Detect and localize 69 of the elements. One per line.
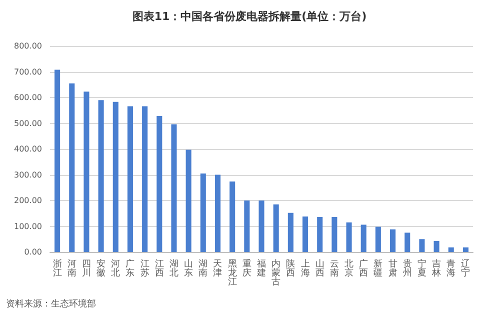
bar — [214, 174, 221, 252]
bar — [112, 102, 118, 252]
x-tick-label: 辽宁 — [461, 258, 470, 278]
y-tick-label: 200.00 — [14, 196, 42, 205]
x-tick-label: 云南 — [330, 260, 339, 278]
x-tick-label: 黑龙江 — [228, 258, 237, 288]
y-tick-label: 100.00 — [14, 222, 42, 231]
bar — [54, 70, 60, 252]
bar — [448, 247, 454, 252]
bar — [360, 224, 366, 252]
bar — [84, 92, 90, 252]
x-tick-label: 吉林 — [431, 258, 442, 278]
bar — [273, 204, 279, 252]
x-tick-label: 重庆 — [242, 258, 252, 278]
x-tick-label: 江苏 — [140, 258, 150, 278]
y-tick-label: 500.00 — [14, 118, 42, 128]
x-tick-label: 内蒙古 — [272, 258, 281, 288]
bar — [258, 200, 264, 252]
bar — [346, 222, 352, 252]
x-tick-label: 甘肃 — [388, 258, 398, 278]
x-tick-label: 上海 — [300, 258, 310, 278]
bar — [462, 247, 468, 252]
bar — [69, 83, 75, 252]
y-tick-label: 400.00 — [14, 144, 42, 154]
bar — [142, 106, 148, 252]
x-tick-label: 湖北 — [169, 258, 178, 278]
bar — [230, 181, 236, 252]
bar — [171, 124, 177, 252]
bar — [434, 240, 440, 252]
x-tick-label: 福建 — [256, 258, 266, 278]
bar — [390, 229, 396, 252]
x-tick-label: 湖南 — [198, 258, 208, 278]
bar — [302, 216, 308, 252]
bar — [127, 106, 133, 252]
chart-title: 图表11：中国各省份废电器拆解量(单位：万台) — [132, 10, 367, 23]
x-tick-label: 安徽 — [96, 258, 106, 278]
x-tick-label: 四川 — [82, 260, 91, 278]
bar — [200, 173, 206, 252]
bar — [317, 216, 323, 252]
bar — [244, 200, 250, 252]
x-tick-label: 陕西 — [286, 258, 296, 278]
y-tick-label: 0.00 — [24, 248, 42, 256]
bar — [156, 116, 162, 252]
x-tick-label: 广西 — [359, 258, 368, 278]
x-tick-label: 山东 — [184, 258, 194, 278]
text: 资料来源：生态环境部 — [6, 298, 96, 310]
x-tick-label: 北京 — [344, 258, 354, 278]
x-tick-label: 天津 — [213, 258, 222, 278]
x-tick-label: 江西 — [154, 258, 164, 278]
x-tick-label: 河北 — [111, 258, 120, 278]
bar — [98, 100, 104, 252]
bar — [419, 239, 425, 252]
x-tick-label: 河南 — [67, 258, 76, 278]
bar — [332, 216, 338, 252]
y-tick-label: 600.00 — [14, 93, 42, 102]
bar — [288, 212, 294, 252]
x-tick-label: 新疆 — [374, 258, 383, 278]
bar — [186, 150, 192, 252]
bar — [404, 232, 410, 252]
y-tick-label: 800.00 — [14, 42, 42, 50]
y-tick-label: 700.00 — [14, 67, 42, 76]
x-tick-label: 宁夏 — [417, 258, 426, 278]
x-tick-label: 山西 — [315, 258, 324, 278]
x-tick-label: 浙江 — [52, 258, 62, 278]
bar — [375, 226, 381, 252]
x-tick-label: 青海 — [446, 258, 456, 278]
x-tick-label: 广东 — [126, 258, 135, 278]
y-tick-label: 300.00 — [14, 170, 42, 180]
x-tick-label: 贵州 — [402, 258, 412, 278]
